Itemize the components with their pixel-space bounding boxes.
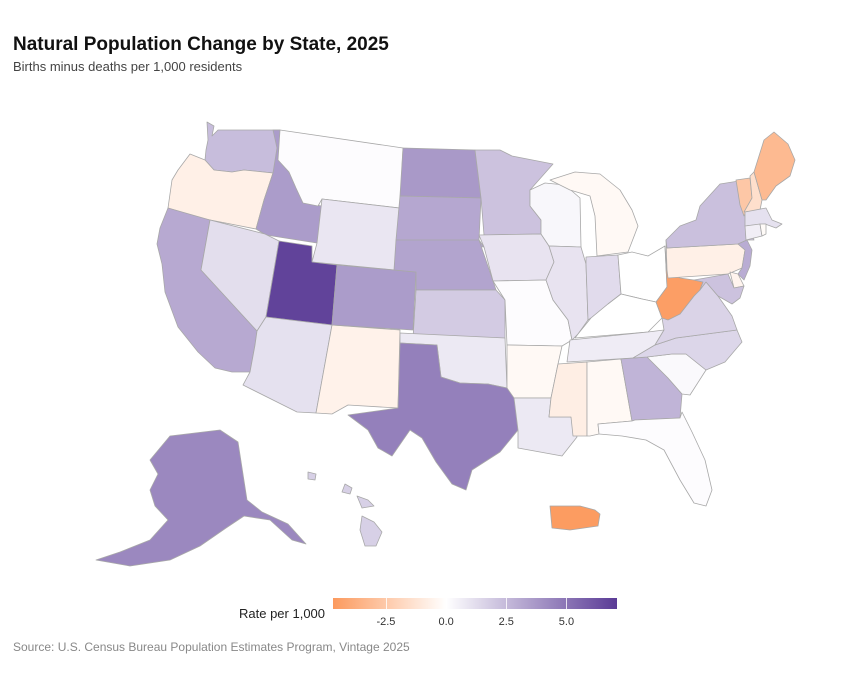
state-WY[interactable] bbox=[311, 198, 400, 271]
legend-tick bbox=[446, 598, 448, 609]
state-ME[interactable] bbox=[753, 131, 796, 201]
state-WV[interactable] bbox=[655, 245, 704, 321]
legend-tick-label: 2.5 bbox=[498, 616, 514, 628]
state-HI[interactable] bbox=[307, 471, 383, 547]
state-ND[interactable] bbox=[399, 147, 482, 199]
state-CT[interactable] bbox=[744, 223, 763, 241]
state-KS[interactable] bbox=[412, 289, 506, 341]
state-RI[interactable] bbox=[759, 223, 767, 237]
chart-subtitle: Births minus deaths per 1,000 residents bbox=[13, 59, 243, 74]
state-NM[interactable] bbox=[315, 324, 401, 415]
state-NJ[interactable] bbox=[737, 239, 753, 281]
legend-tick bbox=[566, 598, 568, 609]
source-note: Source: U.S. Census Bureau Population Es… bbox=[13, 640, 410, 654]
state-SD[interactable] bbox=[395, 195, 485, 248]
legend-tick bbox=[385, 598, 387, 609]
state-OH[interactable] bbox=[617, 245, 668, 303]
state-KY[interactable] bbox=[574, 293, 663, 339]
state-PR[interactable] bbox=[549, 505, 601, 531]
legend-title: Rate per 1,000 bbox=[239, 606, 326, 621]
legend-color-bar bbox=[333, 598, 617, 609]
state-AK[interactable] bbox=[95, 429, 307, 567]
state-MD[interactable] bbox=[693, 273, 745, 305]
chart-title: Natural Population Change by State, 2025 bbox=[13, 34, 389, 55]
state-WA[interactable] bbox=[204, 121, 281, 174]
state-TX[interactable] bbox=[347, 342, 519, 491]
state-CO[interactable] bbox=[331, 264, 417, 331]
legend-tick-label: 5.0 bbox=[558, 616, 575, 628]
state-MI[interactable] bbox=[549, 171, 639, 257]
state-FL[interactable] bbox=[597, 411, 713, 507]
legend-tick bbox=[506, 598, 508, 609]
legend-gradient bbox=[333, 598, 617, 609]
legend-tick-label: -2.5 bbox=[376, 616, 396, 628]
legend-tick-label: 0.0 bbox=[438, 616, 454, 628]
